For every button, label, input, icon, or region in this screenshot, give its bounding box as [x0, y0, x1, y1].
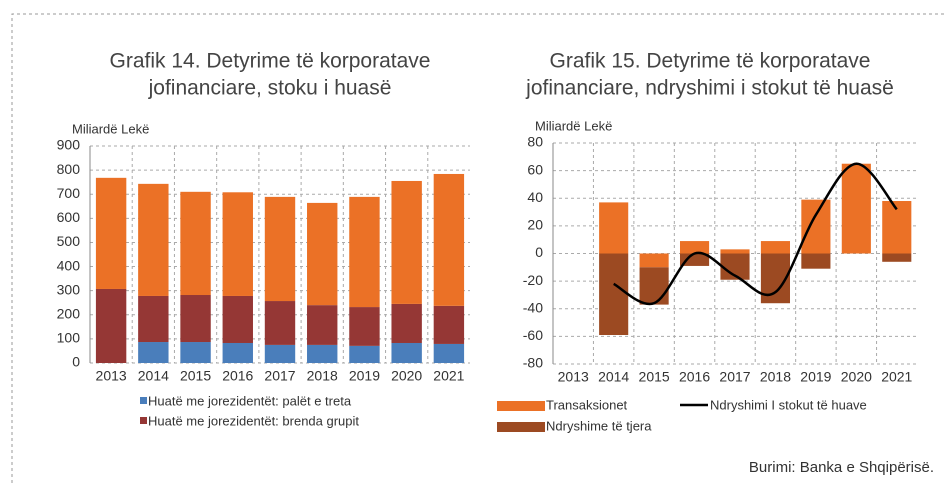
bar — [599, 202, 629, 254]
x-tick-label: 2019 — [800, 369, 831, 385]
y-tick-label: 200 — [57, 305, 81, 321]
bar — [720, 249, 750, 254]
bar — [264, 196, 296, 302]
bar — [180, 191, 211, 296]
y-tick-label: 60 — [527, 161, 543, 177]
legend-label: Transaksionet — [546, 397, 628, 412]
bar — [180, 295, 211, 343]
x-tick-label: 2019 — [349, 368, 380, 384]
frame — [11, 13, 946, 483]
bar — [222, 295, 253, 343]
source: Burimi: Banka e Shqipërisë. — [749, 459, 934, 476]
bar — [433, 343, 465, 363]
bar — [882, 201, 912, 254]
x-tick-label: 2018 — [760, 369, 791, 385]
x-tick-label: 2017 — [264, 368, 295, 384]
legend-swatch — [140, 417, 147, 424]
bar — [349, 196, 380, 308]
bar — [264, 344, 296, 363]
bar — [95, 177, 127, 289]
bar — [391, 342, 422, 363]
bar — [222, 192, 253, 296]
y-tick-label: 600 — [57, 209, 81, 225]
x-tick-label: 2016 — [222, 368, 253, 384]
y-tick-label: -20 — [523, 272, 543, 288]
bar — [639, 267, 669, 305]
x-tick-label: 2020 — [391, 368, 422, 384]
x-tick-label: 2015 — [639, 369, 670, 385]
x-tick-label: 2017 — [719, 369, 750, 385]
bar — [679, 241, 710, 254]
bar — [760, 241, 791, 254]
line — [613, 162, 898, 306]
bar — [391, 303, 422, 343]
x-tick-label: 2016 — [679, 369, 710, 385]
bar — [138, 295, 169, 343]
legend-swatch — [497, 422, 545, 432]
y-tick-label: 800 — [57, 161, 81, 177]
bar — [841, 163, 871, 254]
y-tick-label: 900 — [57, 137, 81, 153]
y-tick-label: 0 — [535, 244, 543, 260]
y-tick-label: -80 — [523, 355, 543, 371]
x-tick-label: 2013 — [558, 369, 589, 385]
x-tick-label: 2018 — [307, 368, 338, 384]
bar — [180, 342, 211, 363]
y-tick-label: 700 — [57, 185, 81, 201]
bar — [138, 183, 169, 296]
bar — [95, 288, 127, 363]
bar — [599, 253, 629, 335]
bar — [264, 301, 296, 345]
bar — [307, 202, 338, 306]
legend-swatch — [140, 397, 147, 404]
y-tick-label: -60 — [523, 327, 543, 343]
y-tick-label: 100 — [57, 330, 81, 346]
chart-title: Grafik 15. Detyrime të korporatave — [550, 50, 871, 73]
y-axis-label: Miliardë Lekë — [72, 121, 149, 136]
y-tick-label: 300 — [57, 281, 81, 297]
y-tick-label: 80 — [527, 134, 543, 150]
y-axis-label: Miliardë Lekë — [535, 118, 612, 133]
bar — [433, 305, 465, 344]
x-tick-label: 2015 — [180, 368, 211, 384]
chart-title: Grafik 14. Detyrime të korporatave — [110, 50, 431, 73]
bar — [349, 307, 380, 346]
bar — [639, 253, 669, 268]
bar — [433, 173, 465, 306]
y-tick-label: 400 — [57, 257, 81, 273]
bar — [801, 199, 831, 254]
legend-label: Huatë me jorezidentët: brenda grupit — [148, 413, 359, 428]
y-tick-label: 40 — [527, 189, 543, 205]
bar — [138, 342, 169, 363]
y-tick-label: 0 — [72, 354, 80, 370]
bar — [222, 342, 253, 363]
x-tick-label: 2014 — [598, 369, 629, 385]
bar — [307, 305, 338, 345]
legend-label: Ndryshime të tjera — [546, 418, 652, 433]
x-tick-label: 2021 — [881, 369, 912, 385]
y-tick-label: 20 — [527, 217, 543, 233]
legend-swatch — [497, 401, 545, 411]
x-tick-label: 2013 — [96, 368, 127, 384]
chart-title: jofinanciare, ndryshimi i stokut të huas… — [525, 77, 894, 100]
x-tick-label: 2014 — [138, 368, 169, 384]
y-tick-label: -40 — [523, 299, 543, 315]
bar — [801, 253, 831, 269]
legend-label: Huatë me jorezidentët: palët e treta — [148, 393, 352, 408]
bar — [391, 180, 422, 304]
bar — [307, 344, 338, 363]
y-tick-label: 500 — [57, 233, 81, 249]
chart-title: jofinanciare, stoku i huasë — [148, 77, 392, 100]
bar — [679, 253, 710, 266]
x-tick-label: 2021 — [433, 368, 464, 384]
bar — [882, 253, 912, 262]
bar — [349, 345, 380, 363]
x-tick-label: 2020 — [841, 369, 872, 385]
legend-label: Ndryshimi I stokut të huave — [710, 397, 867, 412]
